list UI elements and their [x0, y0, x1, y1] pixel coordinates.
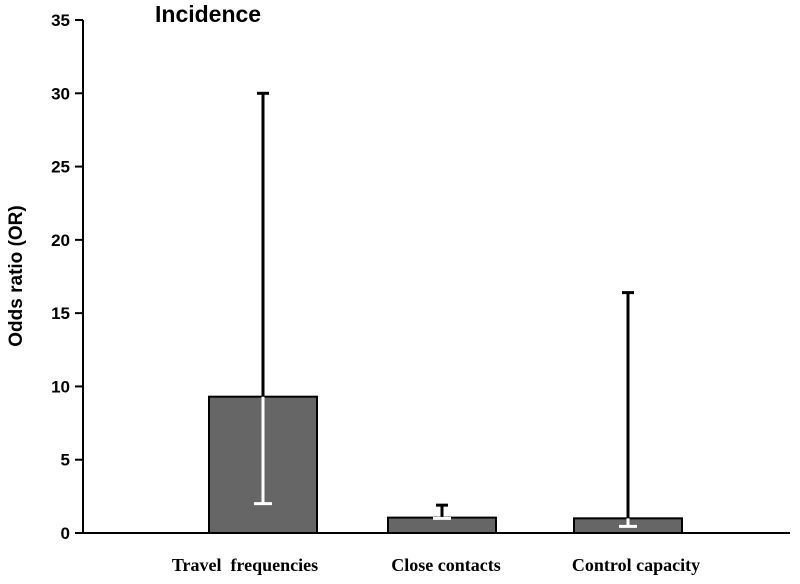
- category-label: Close contacts: [391, 555, 500, 575]
- y-tick-label: 5: [61, 451, 70, 470]
- y-ticks: 0 5 10 15 20 25 30 35: [51, 11, 83, 543]
- y-tick-label: 20: [51, 231, 70, 250]
- y-tick-label: 10: [51, 377, 70, 396]
- category-label: Control capacity: [572, 555, 700, 575]
- chart-title: Incidence: [155, 1, 261, 27]
- category-label: Travel frequencies: [172, 555, 318, 575]
- y-tick-label: 25: [51, 158, 70, 177]
- category-labels: Travel frequencies Close contacts Control …: [172, 555, 700, 575]
- y-axis-label: Odds ratio (OR): [6, 205, 27, 346]
- plot-area: [208, 91, 683, 534]
- y-tick-label: 30: [51, 84, 70, 103]
- bar: [387, 516, 497, 534]
- y-tick-label: 0: [61, 524, 70, 543]
- axes: [82, 20, 790, 534]
- y-tick-label: 35: [51, 11, 70, 30]
- y-tick-label: 15: [51, 304, 70, 323]
